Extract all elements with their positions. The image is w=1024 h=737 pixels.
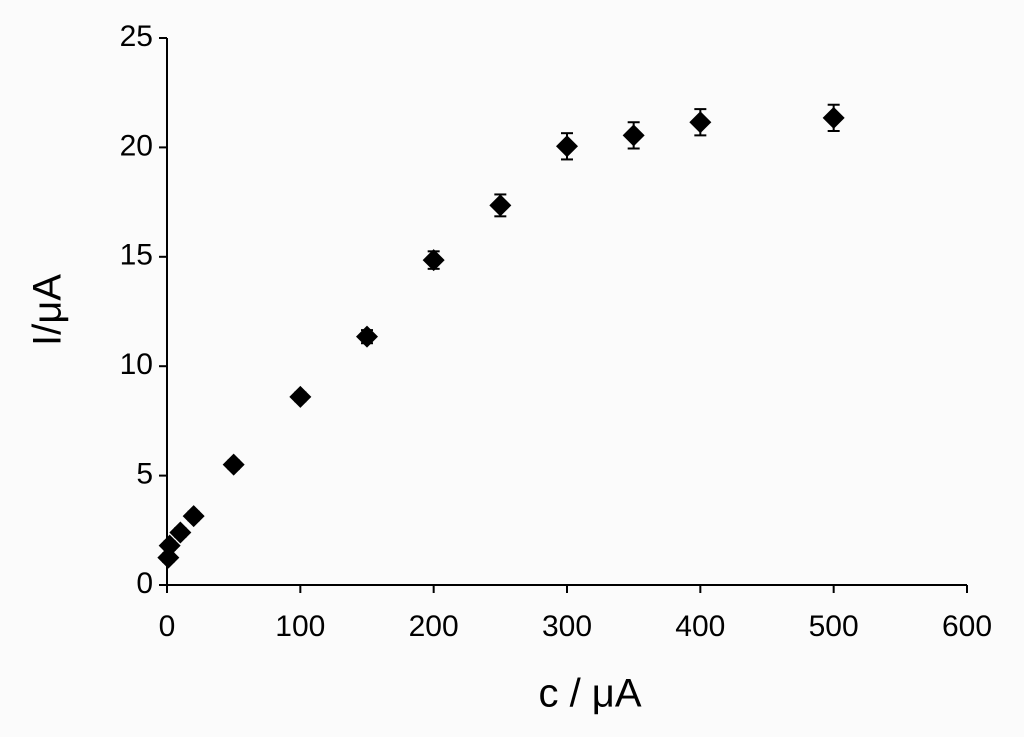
marker <box>556 135 578 158</box>
y-tick-label: 15 <box>120 239 153 272</box>
x-tick-label: 0 <box>159 610 176 643</box>
marker <box>289 385 312 408</box>
marker <box>158 534 181 557</box>
marker <box>489 194 512 217</box>
x-tick-label: 200 <box>409 610 459 643</box>
y-tick-label: 0 <box>136 567 153 600</box>
marker <box>222 453 245 476</box>
y-tick-label: 20 <box>120 129 153 162</box>
y-axis-title: I/μA <box>26 274 70 346</box>
marker <box>689 111 712 134</box>
y-tick-label: 5 <box>136 458 153 491</box>
marker <box>622 124 645 147</box>
x-axis-title: c / μA <box>538 672 641 716</box>
marker <box>169 521 192 544</box>
marker <box>182 505 205 528</box>
x-tick-label: 100 <box>275 610 325 643</box>
x-tick-label: 600 <box>942 610 992 643</box>
y-tick-label: 25 <box>120 20 153 53</box>
x-tick-label: 400 <box>675 610 725 643</box>
x-tick-label: 300 <box>542 610 592 643</box>
marker <box>822 106 845 129</box>
marker <box>422 249 445 272</box>
y-tick-label: 10 <box>120 348 153 381</box>
marker <box>356 325 378 348</box>
x-tick-label: 500 <box>809 610 859 643</box>
